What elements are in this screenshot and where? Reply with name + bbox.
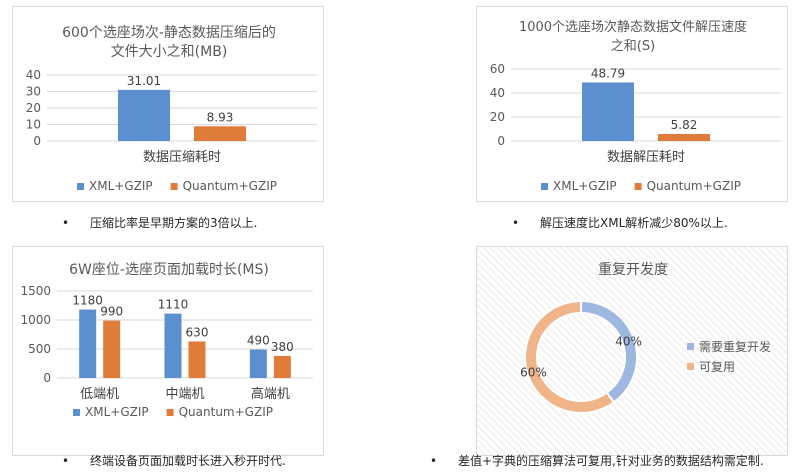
- y-tick-label: 0: [33, 134, 41, 148]
- legend-label: XML+GZIP: [85, 405, 149, 419]
- bullet-decompression-speed: • 解压速度比XML解析减少80%以上.: [512, 214, 728, 231]
- data-label: 380: [271, 340, 294, 354]
- chart-title: 重复开发度: [598, 261, 668, 278]
- legend-label: Quantum+GZIP: [179, 405, 273, 419]
- data-label: 990: [100, 305, 123, 319]
- bullet-marker: •: [62, 216, 70, 230]
- y-tick-label: 0: [43, 371, 51, 385]
- legend-label: 可复用: [699, 360, 735, 374]
- y-tick-label: 20: [26, 101, 41, 115]
- legend-label: Quantum+GZIP: [647, 179, 741, 193]
- data-label: 630: [186, 325, 209, 339]
- slice-label: 40%: [615, 335, 642, 349]
- chart-title: 文件大小之和(MB): [111, 44, 228, 60]
- compressed-size-chart-panel: 600个选座场次-静态数据压缩后的 文件大小之和(MB) 0 10 20 30 40 31.0…: [12, 6, 324, 202]
- data-label: 31.01: [127, 74, 161, 88]
- y-tick-label: 60: [490, 62, 505, 76]
- bullet-marker: •: [62, 454, 70, 468]
- legend-swatch: [687, 343, 694, 350]
- bullet-compression-ratio: • 压缩比率是早期方案的3倍以上.: [62, 214, 257, 231]
- x-tick-label: 高端机: [251, 386, 290, 402]
- legend-swatch: [687, 363, 694, 370]
- bar: [188, 341, 206, 378]
- bullet-marker: •: [430, 454, 438, 468]
- legend-swatch: [77, 183, 84, 190]
- reuse-degree-chart-panel: 重复开发度 40% 60% 需要重复开发 可复用: [476, 246, 788, 456]
- bullet-page-load: • 终端设备页面加载时长进入秒开时代.: [62, 452, 286, 469]
- bar: [118, 89, 170, 141]
- legend-swatch: [541, 183, 548, 190]
- bar: [194, 126, 246, 141]
- data-label: 5.82: [671, 118, 698, 132]
- legend-swatch: [166, 409, 174, 416]
- legend-swatch: [73, 409, 80, 416]
- bullet-text: 差值+字典的压缩算法可复用,针对业务的数据结构需定制.: [458, 454, 764, 468]
- y-tick-label: 30: [26, 85, 41, 99]
- y-tick-label: 500: [28, 342, 51, 356]
- bullet-algorithm-reuse: • 差值+字典的压缩算法可复用,针对业务的数据结构需定制.: [430, 452, 764, 469]
- donut-slice: [580, 299, 638, 404]
- y-tick-label: 1500: [20, 284, 51, 298]
- legend-label: Quantum+GZIP: [183, 179, 277, 193]
- bar: [103, 320, 121, 378]
- page-load-time-chart-panel: 6W座位-选座页面加载时长(MS) 0 500 1000 1500 1180 990 低端机 1…: [12, 246, 324, 456]
- legend-label: 需要重复开发: [699, 339, 771, 354]
- donut-slice: [524, 299, 616, 414]
- bar: [658, 134, 710, 141]
- bar: [273, 355, 291, 378]
- data-label: 490: [247, 334, 270, 348]
- y-tick-label: 0: [497, 134, 505, 148]
- bar: [582, 82, 634, 141]
- decompression-time-chart-panel: 1000个选座场次静态数据文件解压速度 之和(S) 0 20 40 60 48.79 5.82…: [476, 6, 788, 202]
- legend-label: XML+GZIP: [89, 179, 153, 193]
- chart-title: 之和(S): [611, 39, 655, 54]
- y-tick-label: 40: [26, 68, 41, 82]
- chart-title: 600个选座场次-静态数据压缩后的: [62, 25, 276, 41]
- y-tick-label: 10: [26, 118, 41, 132]
- x-tick-label: 低端机: [80, 387, 119, 402]
- x-tick-label: 数据压缩耗时: [143, 149, 221, 165]
- y-tick-label: 1000: [20, 313, 51, 327]
- data-label: 1180: [72, 294, 103, 308]
- legend-swatch: [170, 183, 178, 190]
- slice-label: 60%: [520, 365, 547, 379]
- data-label: 1110: [158, 298, 189, 312]
- bullet-text: 终端设备页面加载时长进入秒开时代.: [90, 454, 286, 468]
- bar: [164, 313, 182, 378]
- data-label: 8.93: [207, 110, 234, 124]
- y-tick-label: 20: [490, 110, 505, 124]
- data-label: 48.79: [591, 66, 625, 80]
- chart-title: 6W座位-选座页面加载时长(MS): [69, 262, 269, 278]
- legend-label: XML+GZIP: [553, 179, 617, 193]
- bar: [249, 349, 267, 378]
- bullet-marker: •: [512, 216, 520, 230]
- bullet-text: 压缩比率是早期方案的3倍以上.: [90, 216, 258, 230]
- bar: [79, 309, 97, 378]
- chart-title: 1000个选座场次静态数据文件解压速度: [519, 19, 747, 35]
- x-tick-label: 中端机: [165, 387, 204, 402]
- x-tick-label: 数据解压耗时: [607, 150, 685, 165]
- bullet-text: 解压速度比XML解析减少80%以上.: [540, 216, 728, 230]
- y-tick-label: 40: [490, 86, 505, 100]
- legend-swatch: [634, 183, 642, 190]
